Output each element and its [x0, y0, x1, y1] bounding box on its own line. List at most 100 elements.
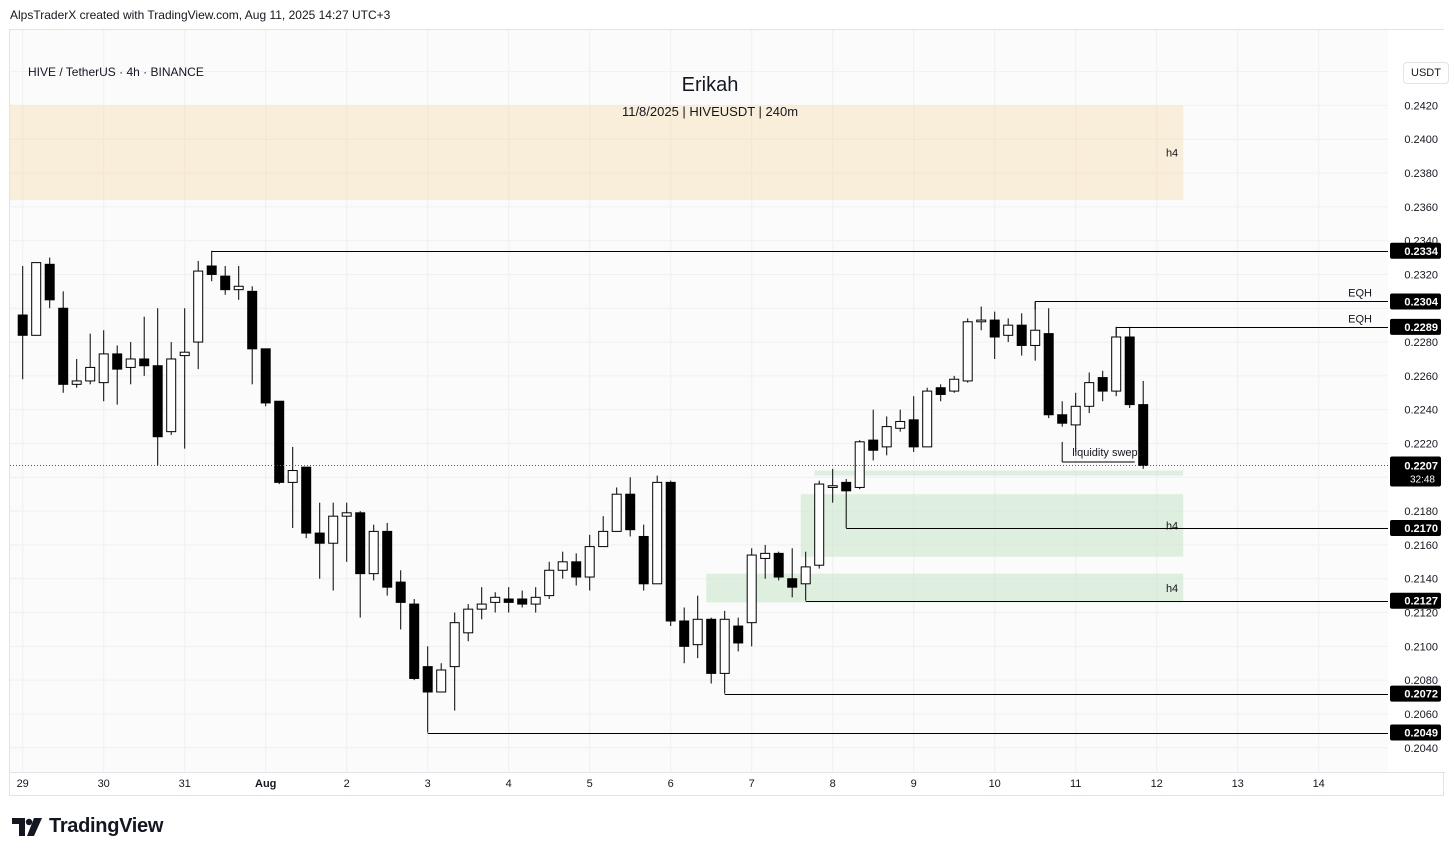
candle-body-down: [517, 598, 528, 605]
chart-credit: AlpsTraderX created with TradingView.com…: [10, 8, 391, 22]
candle-body-down: [503, 598, 514, 603]
candle-body-down: [409, 603, 420, 679]
candle-body-up: [1003, 324, 1014, 336]
price-tick-label: 0.2240: [1404, 405, 1438, 417]
candle: [881, 416, 892, 456]
candle: [908, 396, 919, 452]
candle: [490, 592, 501, 613]
level-price-badge: [1390, 318, 1441, 335]
chart-subtitle: 11/8/2025 | HIVEUSDT | 240m: [621, 104, 799, 119]
candle-body-up: [449, 622, 460, 668]
time-tick-label: 3: [425, 778, 431, 790]
level-price-badge: [1390, 592, 1441, 609]
candle: [17, 266, 28, 380]
candle-body-up: [31, 262, 42, 336]
candle: [787, 548, 798, 598]
candle: [476, 587, 487, 620]
candle-body-up: [341, 512, 352, 517]
candle-body-down: [841, 481, 852, 492]
candle-body-up: [287, 470, 298, 483]
candle-body-down: [112, 353, 123, 370]
demand-zone: [800, 494, 1184, 557]
candle-body-down: [139, 358, 150, 367]
candle: [530, 587, 541, 613]
currency-button[interactable]: USDT: [1403, 62, 1449, 84]
candle-body-down: [206, 265, 217, 275]
candle-body-up: [233, 285, 244, 291]
price-tick-label: 0.2380: [1404, 168, 1438, 180]
candle: [1003, 318, 1014, 343]
candle-body-down: [1124, 336, 1135, 406]
price-tick-label: 0.2180: [1404, 506, 1438, 518]
candle: [598, 516, 609, 548]
time-tick-label: 12: [1151, 778, 1163, 790]
candle: [679, 607, 690, 664]
candle-body-up: [544, 569, 555, 597]
last-price-badge: [1390, 456, 1441, 487]
level-price-badge: [1390, 242, 1441, 259]
candle: [935, 384, 946, 402]
level-lines: EQH EQH: [211, 251, 1388, 734]
last-price-countdown: 32:48: [1410, 475, 1435, 486]
candle: [841, 478, 852, 529]
time-tick-label: 5: [587, 778, 593, 790]
candle: [341, 502, 352, 562]
candle-body-up: [98, 353, 109, 384]
candle: [733, 617, 744, 652]
time-tick-label: 14: [1313, 778, 1325, 790]
candle: [436, 663, 447, 693]
candle: [665, 480, 676, 627]
candle: [422, 646, 433, 733]
candle: [233, 266, 244, 300]
candle-body-up: [611, 493, 622, 532]
candle: [1097, 370, 1108, 402]
candle: [706, 617, 717, 684]
candle: [962, 318, 973, 383]
candle: [800, 551, 811, 601]
candle: [1043, 308, 1054, 419]
candle: [719, 610, 730, 694]
candle: [827, 468, 838, 503]
candle: [692, 595, 703, 659]
time-tick-label: 2: [344, 778, 350, 790]
level-price-badge-label: 0.2289: [1404, 322, 1438, 334]
candle-body-down: [301, 466, 312, 534]
price-tick-label: 0.2360: [1404, 202, 1438, 214]
candle: [314, 502, 325, 579]
price-axis: 0.24400.24200.24000.23800.23600.23400.23…: [1388, 30, 1445, 772]
tradingview-logo[interactable]: TradingView: [12, 815, 163, 838]
candle-body-down: [679, 620, 690, 647]
candle-body-down: [1138, 404, 1149, 466]
demand-zone: [814, 470, 1184, 476]
zone-label: h4: [1166, 148, 1178, 160]
candle: [179, 308, 190, 449]
candle-body-down: [935, 387, 946, 395]
candle: [193, 260, 204, 370]
level-marker: EQH: [1348, 288, 1372, 300]
chart-title: Erikah: [681, 74, 739, 96]
candle-body-up: [1084, 382, 1095, 407]
time-tick-label: 8: [830, 778, 836, 790]
candle-body-up: [85, 366, 96, 382]
candle: [98, 330, 109, 402]
candle: [355, 511, 366, 618]
zone-label: h4: [1166, 520, 1178, 532]
time-tick-label: 13: [1232, 778, 1244, 790]
candles: [17, 250, 1149, 733]
level-price-badge-label: 0.2072: [1404, 689, 1438, 701]
candle-body-up: [949, 378, 960, 392]
candle-body-up: [166, 358, 177, 433]
symbol-info[interactable]: HIVE / TetherUS · 4h · BINANCE: [28, 65, 204, 79]
candle: [166, 342, 177, 436]
time-axis: 29 30 31 Aug 2 3 4 5 6 7 8 9 10 11 12 13 14: [10, 772, 1445, 790]
plot-background: [10, 30, 1388, 772]
candle: [44, 257, 55, 309]
candle: [760, 544, 771, 579]
candle: [989, 311, 1000, 359]
candle: [557, 551, 568, 579]
candle-body-down: [382, 530, 393, 588]
candle-body-down: [1097, 377, 1108, 392]
candle: [638, 524, 649, 591]
